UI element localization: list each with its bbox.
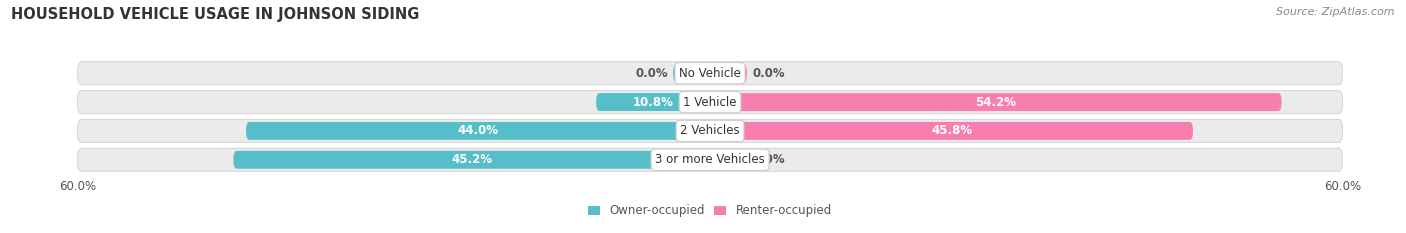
FancyBboxPatch shape xyxy=(233,151,710,169)
FancyBboxPatch shape xyxy=(710,64,747,82)
Text: 2 Vehicles: 2 Vehicles xyxy=(681,124,740,137)
FancyBboxPatch shape xyxy=(77,119,1343,142)
Text: 0.0%: 0.0% xyxy=(752,67,785,80)
FancyBboxPatch shape xyxy=(77,62,1343,85)
FancyBboxPatch shape xyxy=(710,122,1192,140)
Text: 1 Vehicle: 1 Vehicle xyxy=(683,96,737,109)
Text: HOUSEHOLD VEHICLE USAGE IN JOHNSON SIDING: HOUSEHOLD VEHICLE USAGE IN JOHNSON SIDIN… xyxy=(11,7,419,22)
Text: No Vehicle: No Vehicle xyxy=(679,67,741,80)
FancyBboxPatch shape xyxy=(673,64,710,82)
Text: 45.8%: 45.8% xyxy=(931,124,972,137)
Text: 54.2%: 54.2% xyxy=(976,96,1017,109)
Text: 10.8%: 10.8% xyxy=(633,96,673,109)
Text: Source: ZipAtlas.com: Source: ZipAtlas.com xyxy=(1277,7,1395,17)
Text: 3 or more Vehicles: 3 or more Vehicles xyxy=(655,153,765,166)
Text: 45.2%: 45.2% xyxy=(451,153,492,166)
FancyBboxPatch shape xyxy=(246,122,710,140)
FancyBboxPatch shape xyxy=(710,151,747,169)
FancyBboxPatch shape xyxy=(77,148,1343,171)
Legend: Owner-occupied, Renter-occupied: Owner-occupied, Renter-occupied xyxy=(583,200,837,222)
Text: 44.0%: 44.0% xyxy=(457,124,499,137)
FancyBboxPatch shape xyxy=(77,91,1343,114)
FancyBboxPatch shape xyxy=(596,93,710,111)
Text: 0.0%: 0.0% xyxy=(752,153,785,166)
FancyBboxPatch shape xyxy=(710,93,1282,111)
Text: 0.0%: 0.0% xyxy=(636,67,668,80)
